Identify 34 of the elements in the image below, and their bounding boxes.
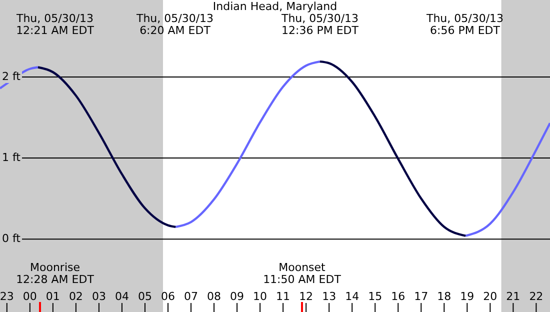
chart-title: Indian Head, Maryland <box>212 0 338 13</box>
x-tick-label: 21 <box>506 290 520 303</box>
annotation: Moonrise 12:28 AM EDT <box>15 261 95 286</box>
x-tick-label: 16 <box>391 290 406 303</box>
x-tick-label: 01 <box>46 290 60 303</box>
x-tick-label: 23 <box>0 290 14 303</box>
y-tick-label: 1 ft <box>1 151 22 164</box>
annotation: Thu, 05/30/13 12:36 PM EDT <box>280 12 360 37</box>
x-tick-label: 00 <box>22 290 37 303</box>
x-tick-label: 22 <box>529 290 544 303</box>
x-tick-label: 12 <box>299 290 314 303</box>
x-tick-label: 03 <box>92 290 106 303</box>
x-tick-label: 13 <box>322 290 336 303</box>
annotation: Thu, 05/30/13 12:21 AM EDT <box>15 12 95 37</box>
x-tick-label: 20 <box>483 290 498 303</box>
x-tick-label: 06 <box>160 290 175 303</box>
x-tick-label: 02 <box>68 290 83 303</box>
x-tick-label: 14 <box>345 290 360 303</box>
x-tick-label: 15 <box>368 290 382 303</box>
x-tick-label: 08 <box>207 290 222 303</box>
x-tick-label: 18 <box>437 290 452 303</box>
x-tick-label: 11 <box>276 290 290 303</box>
annotation: Thu, 05/30/13 6:20 AM EDT <box>135 12 215 37</box>
x-tick-label: 05 <box>138 290 152 303</box>
x-tick-label: 09 <box>230 290 244 303</box>
x-tick-label: 17 <box>414 290 428 303</box>
annotation: Thu, 05/30/13 6:56 PM EDT <box>425 12 505 37</box>
y-tick-label: 0 ft <box>1 232 22 246</box>
x-tick-label: 04 <box>114 290 129 303</box>
x-tick-label: 07 <box>184 290 198 303</box>
x-tick-label: 10 <box>253 290 268 303</box>
annotation: Moonset 11:50 AM EDT <box>262 261 342 286</box>
x-tick-label: 19 <box>460 290 474 303</box>
y-tick-label: 2 ft <box>1 70 22 83</box>
